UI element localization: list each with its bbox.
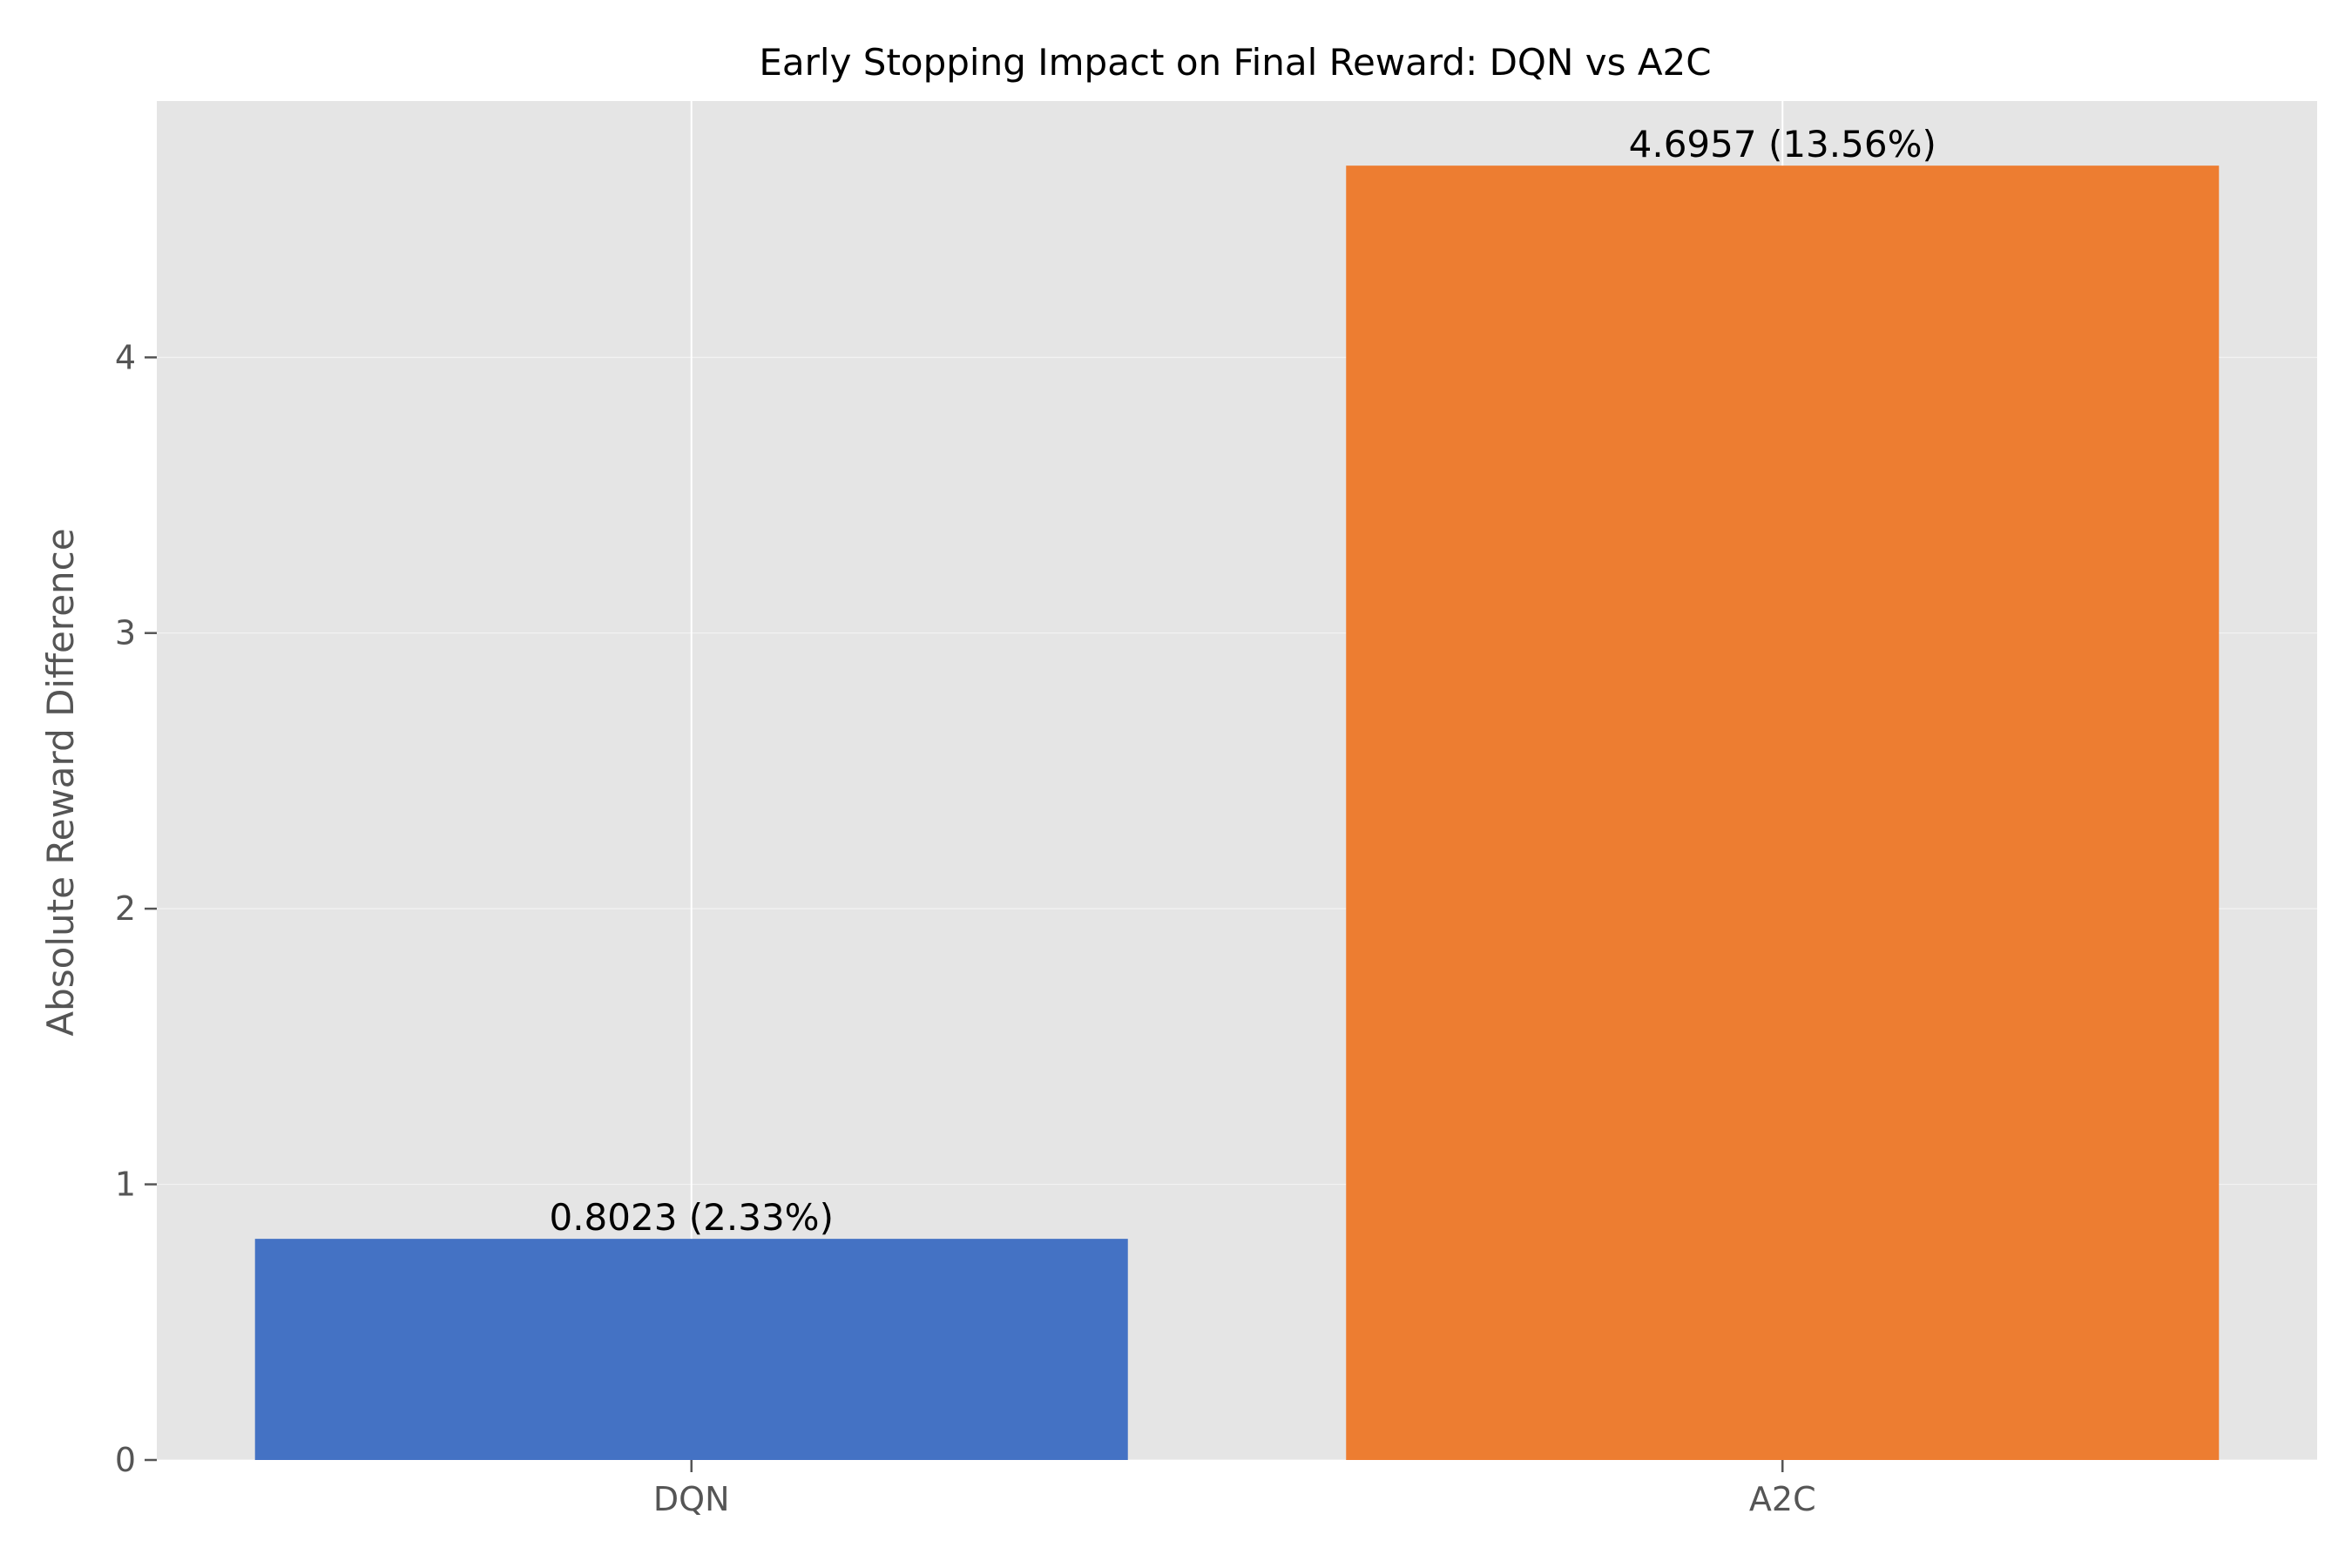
bar-value-label: 0.8023 (2.33%) — [549, 1196, 834, 1239]
bars — [254, 166, 2220, 1461]
x-axis: DQN A2C — [653, 1460, 1816, 1518]
plot-area: 0.8023 (2.33%) 4.6957 (13.56%) — [157, 101, 2317, 1461]
chart-title: Early Stopping Impact on Final Reward: D… — [759, 41, 1711, 84]
data-labels: 0.8023 (2.33%) 4.6957 (13.56%) — [549, 123, 1936, 1239]
x-tick-label: A2C — [1749, 1480, 1816, 1518]
y-axis: 0 1 2 3 4 — [115, 338, 157, 1479]
bar-a2c — [1346, 166, 2220, 1461]
y-tick-label: 0 — [115, 1441, 136, 1479]
bar-dqn — [254, 1239, 1128, 1460]
x-tick-label: DQN — [653, 1480, 730, 1518]
y-tick-label: 2 — [115, 889, 136, 928]
y-tick-label: 1 — [115, 1166, 136, 1204]
y-tick-label: 4 — [115, 338, 136, 376]
y-tick-label: 3 — [115, 614, 136, 652]
bar-value-label: 4.6957 (13.56%) — [1629, 123, 1936, 166]
y-axis-title: Absolute Reward Difference — [39, 528, 82, 1036]
